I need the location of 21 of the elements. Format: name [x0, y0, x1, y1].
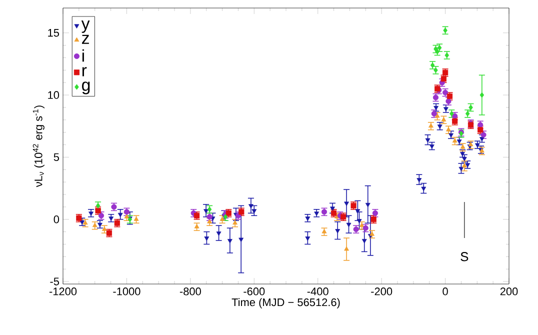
y-tick-label: 0: [54, 215, 60, 224]
x-tick-label: -1000: [113, 288, 140, 296]
x-tick-label: 200: [500, 288, 518, 296]
x-tick-label: -600: [244, 288, 265, 296]
x-tick-label: -400: [307, 288, 328, 296]
x-axis-title: Time (MJD − 56512.6): [232, 298, 340, 308]
y-tick-label: 15: [48, 29, 60, 37]
legend-label: r: [82, 67, 87, 76]
y-axis-title: νL$_{ν}$ (10$^{42}$ erg s$^{-1}$): [32, 106, 44, 188]
y-tick-label: 5: [54, 153, 60, 162]
x-tick-label: -1200: [49, 288, 77, 296]
x-tick-label: -200: [371, 288, 392, 296]
x-tick-label: 0: [442, 288, 448, 296]
y-tick-label: 10: [48, 91, 60, 99]
legend-label: y: [81, 20, 90, 33]
x-tick-label: -800: [180, 288, 201, 296]
legend-label: g: [82, 82, 90, 94]
y-tick-label: -5: [50, 278, 60, 286]
legend-label: z: [82, 34, 89, 44]
annotation: S: [460, 252, 468, 262]
legend-label: i: [82, 49, 84, 62]
